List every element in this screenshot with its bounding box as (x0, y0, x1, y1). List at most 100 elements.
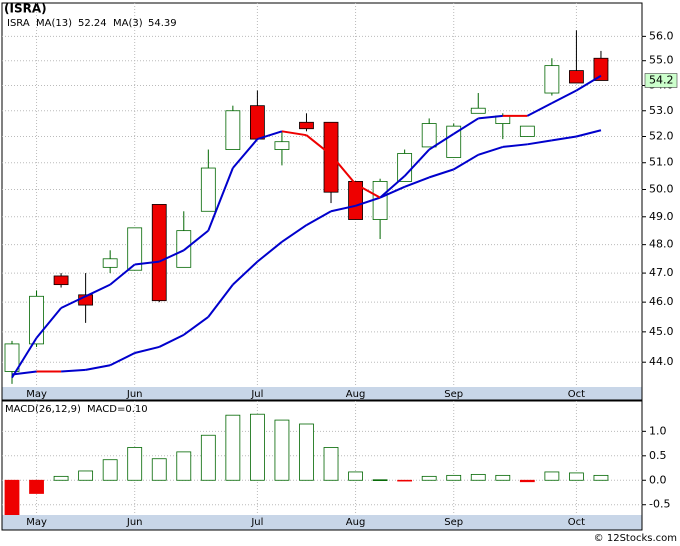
ma-line (85, 364, 111, 371)
ma-line (576, 129, 602, 138)
y-tick-label: 46.0 (649, 295, 674, 308)
macd-plot (2, 401, 642, 515)
legend-value: 52.24 (78, 18, 107, 29)
ma-line (428, 133, 455, 151)
macd-bar (593, 474, 609, 481)
axis-band (2, 515, 642, 530)
candle-body (102, 258, 118, 268)
legend-ticker: ISRA (7, 18, 30, 29)
y-tick-label: 51.0 (649, 156, 674, 169)
macd-bar (78, 470, 94, 481)
y-tick-label: 53.0 (649, 104, 674, 117)
candle-body (593, 57, 609, 81)
ma-line (404, 176, 430, 188)
x-tick-label: Sep (444, 517, 463, 528)
macd-bar (274, 419, 290, 481)
ma-line (11, 337, 38, 379)
macd-bar (397, 479, 413, 482)
legend-entry: MA(13) (36, 18, 72, 29)
ma-line (35, 307, 62, 339)
ma-line (403, 148, 430, 177)
legend-entry: MA(3) (113, 18, 143, 29)
ma-line (305, 134, 332, 156)
footer: © 12Stocks.com (594, 533, 677, 544)
ma-line (355, 196, 381, 207)
macd-bar (29, 479, 44, 494)
ma-line (183, 316, 209, 336)
y-tick-label: 44.0 (649, 355, 674, 368)
title: (ISRA) (4, 2, 47, 16)
macd-bar (176, 451, 192, 481)
candle-body (299, 121, 314, 130)
candle-body (274, 141, 290, 150)
macd-bar (519, 479, 535, 483)
y-tick-label: 49.0 (649, 210, 674, 223)
macd-bar (249, 413, 265, 481)
macd-bar (127, 447, 143, 481)
macd-bar (348, 471, 363, 481)
ma-line (502, 143, 528, 148)
candle-body (446, 125, 462, 158)
price-tag-label: 54.2 (649, 74, 674, 87)
ma-line (575, 74, 602, 92)
candle-body (421, 123, 437, 148)
candle-body (470, 107, 486, 114)
x-tick-label: Jun (126, 389, 143, 400)
ma-line (109, 263, 136, 286)
ma-line (305, 210, 332, 226)
ma-line (477, 145, 504, 156)
candle-body (323, 121, 339, 193)
y-tick-label: 0.5 (649, 449, 667, 462)
candle-body (348, 181, 363, 220)
ma-line (60, 295, 87, 309)
ma-line (158, 249, 185, 263)
x-tick-label: May (26, 389, 47, 400)
candle-body (176, 230, 192, 268)
macd-bar (544, 471, 560, 481)
ma-line (526, 102, 553, 117)
macd-bar (53, 475, 69, 481)
macd-bar (323, 447, 339, 481)
ma-line (330, 154, 357, 185)
candle-body (249, 105, 265, 140)
candle-body (127, 227, 143, 271)
ma-line (453, 117, 479, 135)
candle-body (519, 125, 535, 137)
ma-line (478, 114, 503, 120)
macd-bar (446, 474, 462, 481)
ma-line (257, 130, 283, 141)
price-plot (2, 3, 642, 387)
macd-name: MACD(26,12,9) (5, 404, 81, 415)
ma-line (551, 135, 577, 142)
macd-bar (421, 475, 437, 481)
y-tick-label: -0.5 (649, 498, 670, 511)
y-tick-label: 48.0 (649, 238, 674, 251)
ma-line (256, 241, 283, 263)
x-tick-label: Sep (444, 389, 463, 400)
candle-body (372, 181, 388, 220)
y-tick-label: 47.0 (649, 266, 674, 279)
candle-body (544, 65, 560, 94)
candle-body (200, 167, 216, 212)
ma-line (551, 89, 577, 105)
ma-line (281, 224, 308, 243)
axis-band (2, 387, 642, 400)
ma-line (453, 153, 479, 171)
ma-line (281, 130, 307, 137)
macd-bar (495, 474, 511, 481)
y-tick-label: 45.0 (649, 325, 674, 338)
x-tick-label: Oct (568, 517, 585, 528)
macd-bar (151, 458, 167, 481)
price-tag (644, 73, 678, 88)
y-tick-label: 1.0 (649, 424, 667, 437)
macd-bar (200, 434, 216, 481)
ma-line (134, 260, 160, 266)
ma-line (183, 229, 209, 252)
ma-line (232, 260, 259, 286)
candle-body (53, 275, 69, 286)
macd-bar (470, 473, 486, 481)
candle-body (29, 295, 44, 345)
ma-line (379, 185, 406, 199)
